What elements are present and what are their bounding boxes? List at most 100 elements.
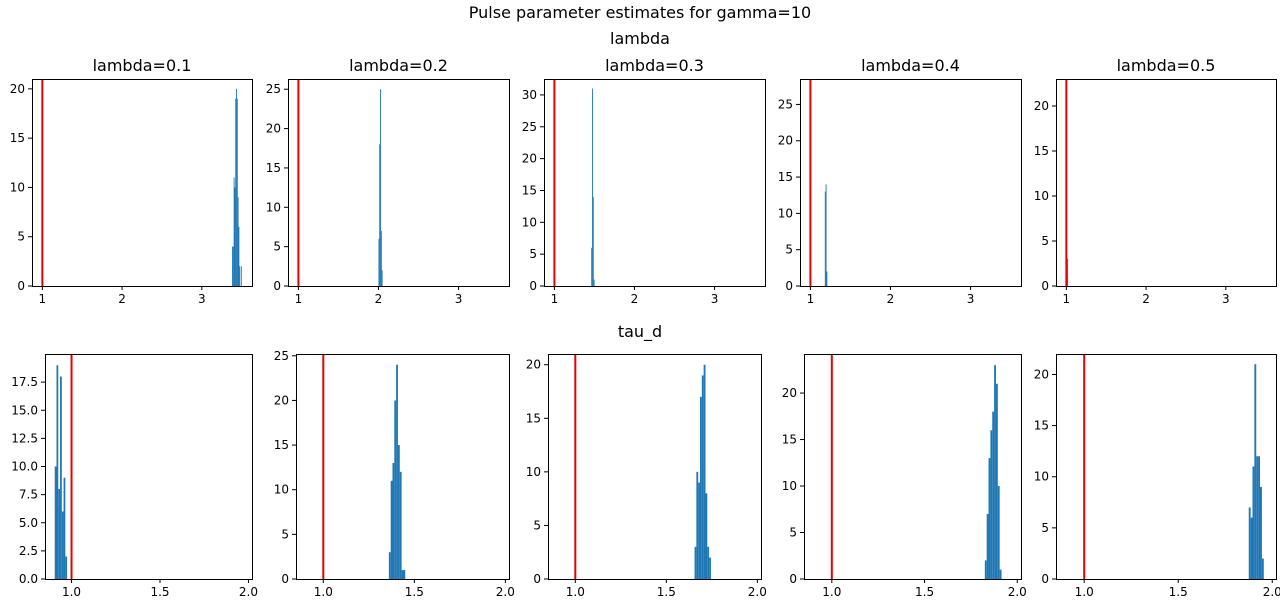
histogram-bar: [593, 279, 595, 286]
histogram-bar: [233, 177, 235, 286]
histogram-bar: [56, 365, 59, 579]
y-tick-label: 5: [281, 527, 289, 541]
y-tick-label: 5: [785, 243, 793, 257]
x-tick-label: 3: [967, 292, 975, 306]
axes-frame: [288, 79, 510, 287]
y-tick-label: 7.5: [19, 488, 38, 502]
y-tick-label: 0: [1041, 279, 1049, 293]
x-tick-label: 1: [551, 292, 559, 306]
y-tick-label: 20: [274, 393, 289, 407]
histogram-bar: [236, 98, 238, 287]
histogram-bar: [1258, 456, 1261, 579]
histogram-bar: [1067, 259, 1069, 286]
histogram-panel-2: 1 2 3 0 5 10 15 20 25 lambda=0.2: [266, 56, 510, 306]
x-tick-label: 1: [39, 292, 47, 306]
y-tick-label: 5: [1041, 234, 1049, 248]
y-tick-label: 20: [522, 152, 537, 166]
histogram-bar: [709, 557, 711, 579]
panel-title: lambda=0.2: [349, 56, 448, 75]
histogram-bar: [825, 184, 827, 286]
y-tick-label: 15: [10, 131, 25, 145]
x-tick-label: 1.0: [566, 585, 585, 599]
y-tick-label: 12.5: [11, 431, 38, 445]
histogram-panel-5: 1 2 3 0 5 10 15 20 lambda=0.5: [1034, 56, 1277, 306]
histogram-bar: [1248, 507, 1251, 579]
histogram-bar: [694, 546, 697, 579]
y-tick-label: 20: [1034, 367, 1049, 381]
y-tick-label: 10: [274, 483, 289, 497]
histogram-bar: [1261, 558, 1264, 579]
histogram-bar: [1250, 517, 1253, 579]
y-tick-label: 25: [274, 349, 289, 363]
histogram-bar: [592, 196, 594, 286]
y-tick-label: 15: [778, 170, 793, 184]
y-tick-label: 10.0: [11, 460, 38, 474]
histogram-bar: [235, 98, 237, 287]
histogram-bar: [379, 144, 381, 286]
histogram-bar: [999, 569, 1002, 579]
axes-frame: [548, 354, 762, 580]
axes-frame: [32, 79, 253, 287]
histogram-bar: [994, 365, 996, 579]
y-tick-label: 0.0: [19, 572, 38, 586]
panel-title: lambda=0.3: [605, 56, 704, 75]
histogram-bar: [698, 482, 701, 579]
histogram-bar: [995, 383, 998, 579]
y-tick-label: 10: [266, 200, 281, 214]
histogram-bar: [824, 191, 826, 286]
histogram-bar: [60, 376, 62, 579]
x-tick-label: 2.0: [496, 585, 515, 599]
axes-frame: [1056, 354, 1277, 580]
y-tick-label: 25: [266, 82, 281, 96]
x-tick-label: 1.5: [657, 585, 676, 599]
histogram-panel-7: 1.0 1.5 2.0 0 5 10 15 20 25: [274, 349, 515, 599]
histogram-bar: [705, 493, 708, 579]
histogram-bar: [1254, 364, 1257, 579]
y-tick-label: 20: [266, 122, 281, 136]
histogram-bar: [394, 400, 397, 579]
y-tick-label: 15: [526, 411, 541, 425]
y-tick-label: 5: [17, 230, 25, 244]
x-tick-label: 3: [711, 292, 719, 306]
histogram-bar: [237, 197, 239, 286]
histogram-bar: [592, 88, 593, 286]
histogram-panel-4: 1 2 3 0 5 10 15 20 25 lambda=0.4: [778, 56, 1022, 306]
histogram-panel-8: 1.0 1.5 2.0 0 5 10 15 20: [526, 354, 767, 599]
x-tick-label: 1.5: [915, 585, 934, 599]
histogram-bar: [380, 230, 382, 286]
y-tick-label: 2.5: [19, 544, 38, 558]
histogram-bar: [240, 266, 242, 286]
x-tick-label: 2: [631, 292, 639, 306]
y-tick-label: 10: [522, 215, 537, 229]
histogram-bar: [700, 396, 702, 579]
axes-frame: [296, 354, 510, 580]
y-tick-label: 15: [274, 438, 289, 452]
y-tick-label: 5: [789, 526, 797, 540]
x-tick-label: 2.0: [1008, 585, 1027, 599]
y-tick-label: 0: [533, 572, 541, 586]
panel-title: lambda=0.5: [1117, 56, 1216, 75]
histogram-bar: [380, 89, 381, 286]
x-tick-label: 1.5: [1169, 585, 1188, 599]
histogram-bar: [701, 375, 704, 579]
histogram-bar: [703, 364, 706, 579]
histogram-bar: [990, 430, 993, 579]
axes-frame: [544, 79, 766, 287]
y-tick-label: 10: [782, 479, 797, 493]
y-tick-label: 15: [1034, 419, 1049, 433]
figure-title: Pulse parameter estimates for gamma=10: [468, 3, 812, 22]
y-tick-label: 0: [281, 572, 289, 586]
y-tick-label: 0: [17, 279, 25, 293]
x-tick-label: 1: [1063, 292, 1071, 306]
histogram-bar: [392, 462, 395, 579]
x-tick-label: 2: [887, 292, 895, 306]
y-tick-label: 5.0: [19, 516, 38, 530]
histogram-bar: [707, 546, 710, 579]
histogram-bar: [696, 471, 699, 579]
panel-title: lambda=0.4: [861, 56, 960, 75]
row-title-tau-d: tau_d: [617, 322, 663, 341]
histogram-bar: [390, 480, 393, 579]
axes-frame: [45, 354, 253, 580]
x-tick-label: 3: [198, 292, 206, 306]
